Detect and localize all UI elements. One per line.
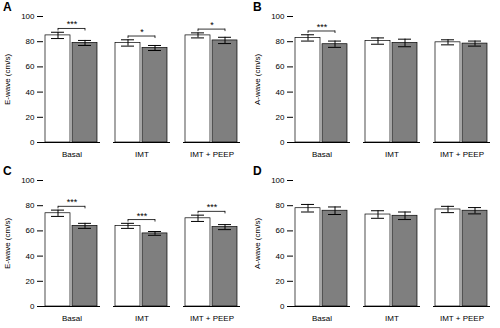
html-text:A: A <box>3 0 12 14</box>
svg-text:*: * <box>140 27 144 37</box>
svg-text:20: 20 <box>276 113 285 122</box>
html-text:D: D <box>253 164 262 178</box>
svg-text:60: 60 <box>276 226 285 235</box>
html-text:B: B <box>253 0 262 14</box>
svg-text:IMT + PEEP: IMT + PEEP <box>190 150 234 159</box>
svg-text:20: 20 <box>26 277 35 286</box>
svg-text:80: 80 <box>276 37 285 46</box>
svg-text:IMT: IMT <box>385 150 399 159</box>
svg-text:IMT: IMT <box>135 314 149 323</box>
svg-text:E-wave (cm/s): E-wave (cm/s) <box>3 54 12 105</box>
svg-text:***: *** <box>207 202 218 212</box>
svg-text:A-wave (cm/s): A-wave (cm/s) <box>253 218 262 269</box>
svg-text:20: 20 <box>26 113 35 122</box>
svg-text:IMT + PEEP: IMT + PEEP <box>440 150 484 159</box>
svg-text:***: *** <box>137 211 148 221</box>
svg-text:***: *** <box>67 19 78 29</box>
svg-text:Basal: Basal <box>312 314 332 323</box>
svg-text:IMT + PEEP: IMT + PEEP <box>440 314 484 323</box>
svg-text:40: 40 <box>276 252 285 261</box>
svg-text:60: 60 <box>26 226 35 235</box>
svg-text:***: *** <box>317 22 328 32</box>
svg-text:40: 40 <box>276 88 285 97</box>
svg-text:100: 100 <box>271 12 285 21</box>
svg-text:0: 0 <box>30 302 35 311</box>
svg-text:A-wave (cm/s): A-wave (cm/s) <box>253 54 262 105</box>
html-text:C: C <box>3 164 12 178</box>
svg-text:IMT: IMT <box>135 150 149 159</box>
svg-text:80: 80 <box>26 201 35 210</box>
svg-text:100: 100 <box>21 12 35 21</box>
svg-text:100: 100 <box>21 176 35 185</box>
svg-text:Basal: Basal <box>312 150 332 159</box>
svg-text:60: 60 <box>26 62 35 71</box>
svg-text:0: 0 <box>280 138 285 147</box>
svg-text:80: 80 <box>26 37 35 46</box>
svg-text:*: * <box>210 20 214 30</box>
svg-text:40: 40 <box>26 252 35 261</box>
svg-text:***: *** <box>67 197 78 207</box>
svg-text:0: 0 <box>30 138 35 147</box>
svg-text:100: 100 <box>271 176 285 185</box>
svg-text:E-wave (cm/s): E-wave (cm/s) <box>3 218 12 269</box>
svg-text:20: 20 <box>276 277 285 286</box>
svg-text:Basal: Basal <box>62 314 82 323</box>
svg-text:60: 60 <box>276 62 285 71</box>
svg-text:Basal: Basal <box>62 150 82 159</box>
svg-text:0: 0 <box>280 302 285 311</box>
svg-text:IMT + PEEP: IMT + PEEP <box>190 314 234 323</box>
svg-text:40: 40 <box>26 88 35 97</box>
svg-text:IMT: IMT <box>385 314 399 323</box>
svg-text:80: 80 <box>276 201 285 210</box>
